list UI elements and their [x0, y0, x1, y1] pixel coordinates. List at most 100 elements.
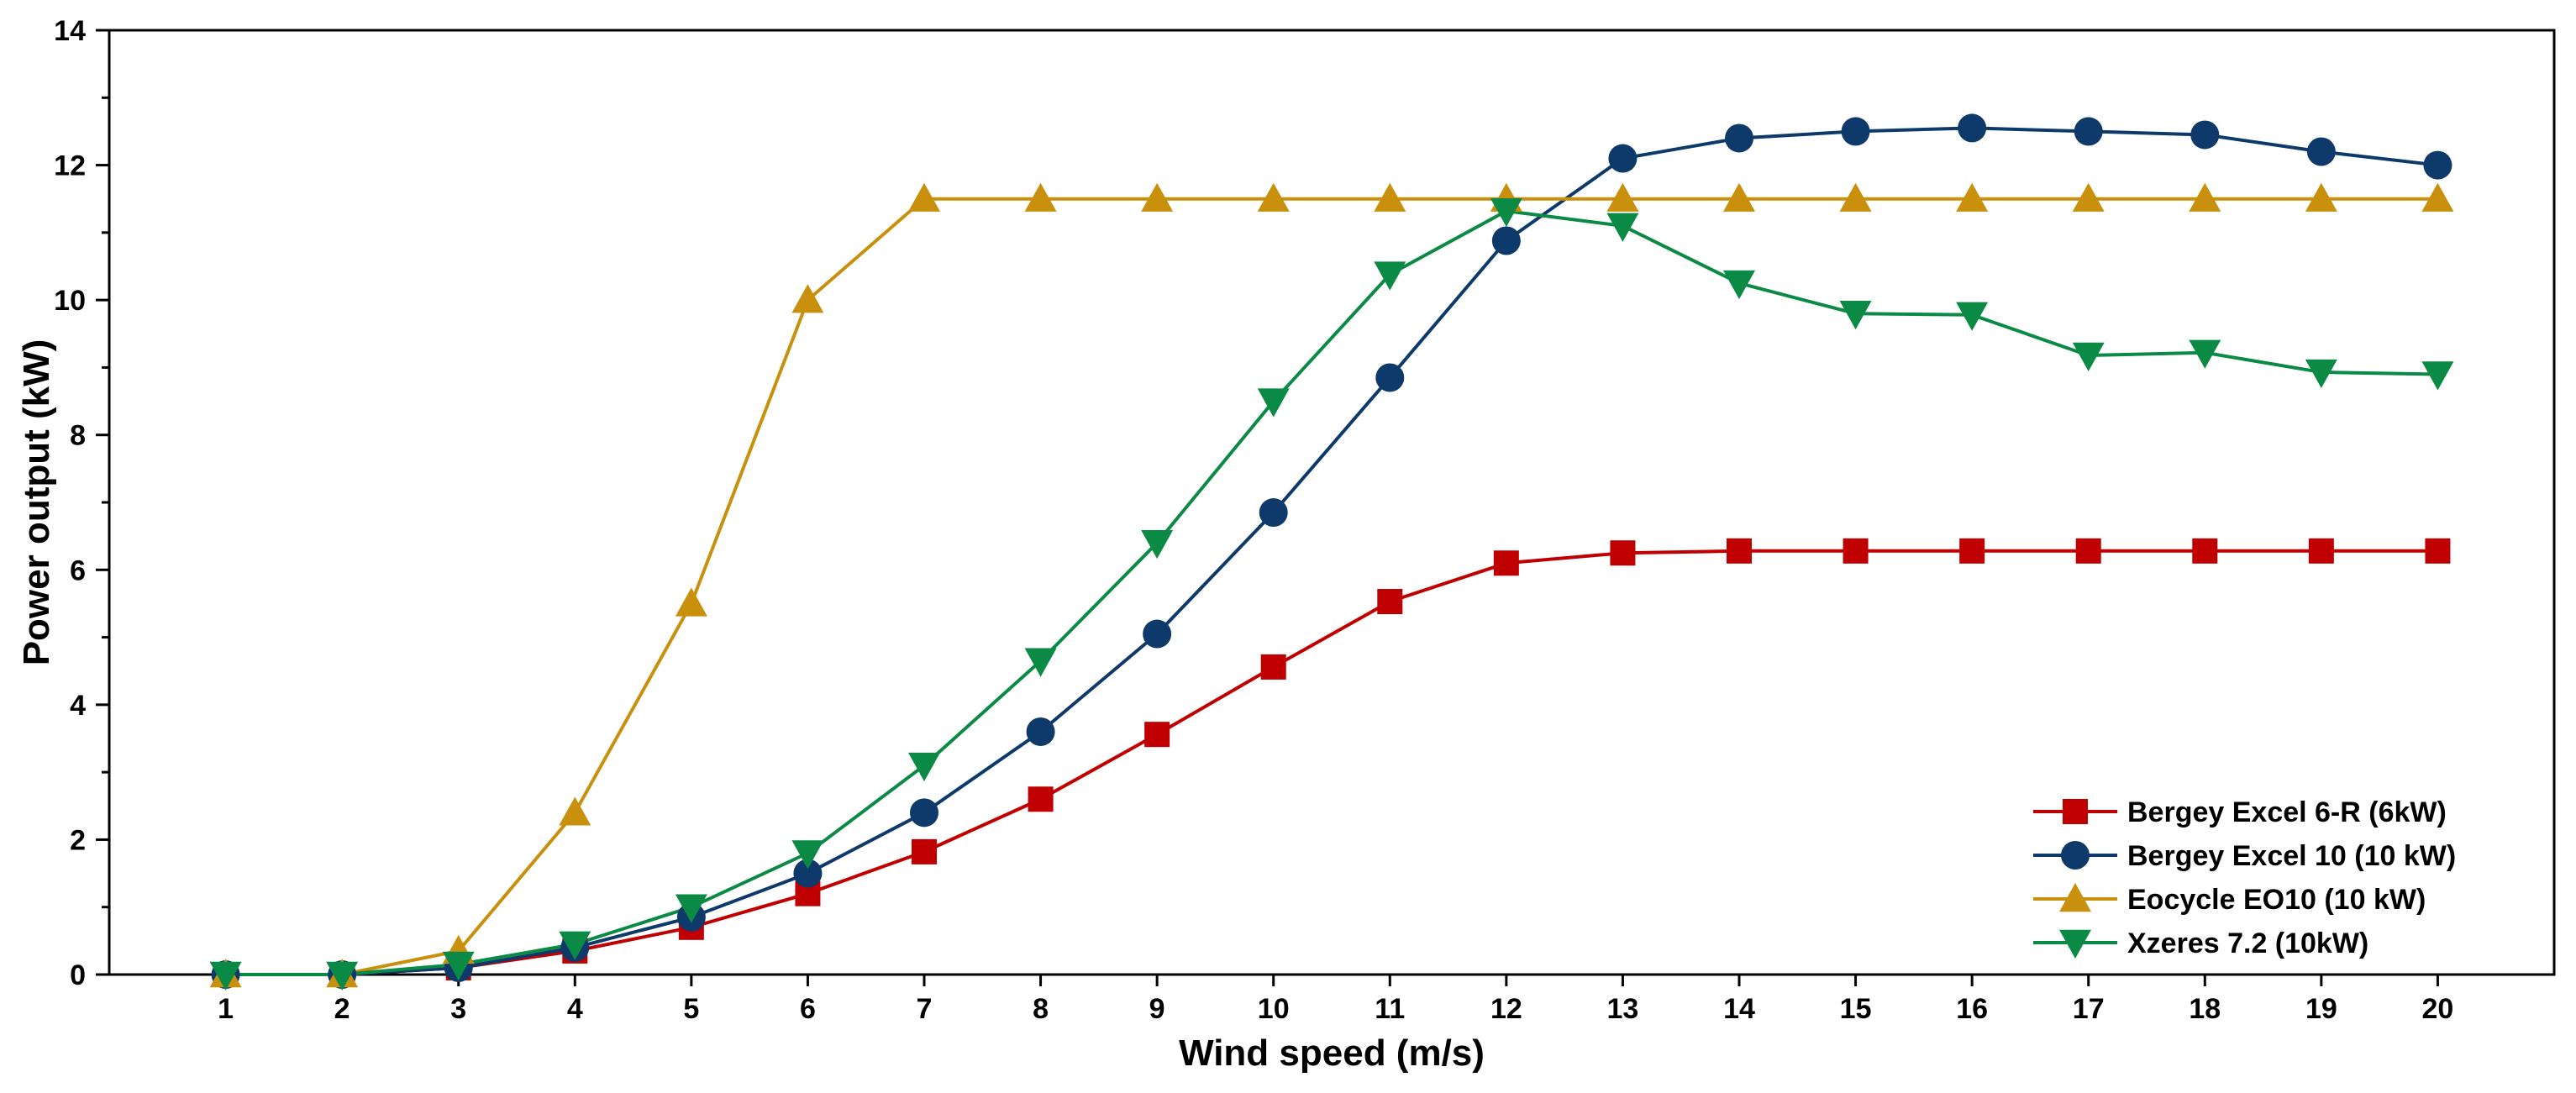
x-axis-title: Wind speed (m/s) [1179, 1033, 1485, 1074]
x-tick-label: 12 [1490, 993, 1522, 1025]
plot-frame [108, 29, 2556, 976]
x-tick-label: 15 [1840, 993, 1872, 1025]
x-tick-label: 11 [1375, 993, 1405, 1025]
series-line [225, 126, 2438, 976]
data-point [1606, 213, 1639, 242]
data-point [1493, 550, 1519, 576]
legend-entry: Xzeres 7.2 (10kW) [2033, 927, 2368, 959]
data-point [2421, 182, 2454, 212]
y-tick-label: 12 [54, 150, 86, 182]
data-point [2189, 182, 2221, 212]
data-point [1956, 302, 1989, 331]
data-point [2308, 538, 2334, 564]
series-line [225, 209, 2438, 976]
series-1 [225, 549, 2438, 976]
x-tick-label: 17 [2073, 993, 2105, 1025]
x-tick-label: 9 [1149, 993, 1165, 1025]
data-point [1377, 589, 1403, 615]
y-tick-label: 8 [70, 420, 86, 452]
legend-label: Bergey Excel 6-R (6kW) [2127, 796, 2447, 828]
data-point [2305, 359, 2337, 389]
legend-label: Xzeres 7.2 (10kW) [2127, 927, 2368, 959]
data-point [1959, 538, 1985, 564]
series-4 [225, 209, 2438, 976]
x-tick-label: 16 [1956, 993, 1988, 1025]
legend-marker [2059, 929, 2091, 959]
data-point [1144, 722, 1170, 748]
data-point [1608, 144, 1638, 173]
x-tick-label: 2 [334, 993, 350, 1025]
series-line [225, 197, 2438, 976]
data-point [442, 951, 475, 980]
x-tick-label: 13 [1607, 993, 1639, 1025]
data-point [908, 752, 940, 782]
y-axis-title: Power output (kW) [16, 339, 57, 666]
data-point [908, 182, 940, 212]
data-point [1374, 182, 1406, 212]
data-point [675, 587, 707, 617]
data-point [1839, 182, 1872, 212]
data-point [1024, 648, 1057, 677]
data-point [1374, 261, 1406, 291]
data-point [2305, 182, 2337, 212]
data-point [791, 840, 824, 870]
data-point [910, 798, 938, 828]
data-point [1028, 786, 1054, 812]
legend-marker [2061, 841, 2090, 870]
y-tick-label: 10 [54, 285, 86, 317]
data-point [2306, 137, 2336, 166]
series-3 [225, 197, 2438, 976]
y-tick-label: 2 [70, 824, 86, 856]
x-tick-label: 10 [1258, 993, 1290, 1025]
data-point [2074, 117, 2103, 146]
legend-entry: Bergey Excel 10 (10 kW) [2033, 840, 2456, 872]
data-point [1491, 226, 1521, 255]
data-point [209, 961, 242, 991]
data-point [1257, 182, 1290, 212]
series-line [225, 549, 2438, 976]
series-markers-1 [213, 538, 2451, 987]
data-point [675, 894, 707, 923]
data-point [1956, 182, 1989, 212]
data-point [1024, 182, 1057, 212]
data-point [2075, 538, 2101, 564]
legend-entry: Eocycle EO10 (10 kW) [2033, 883, 2426, 916]
legend-marker [2059, 883, 2091, 912]
data-point [1257, 388, 1290, 418]
data-point [793, 859, 823, 888]
data-point [1026, 717, 1055, 746]
y-tick-label: 6 [70, 554, 86, 586]
x-tick-label: 8 [1033, 993, 1049, 1025]
series-markers-3 [209, 182, 2454, 988]
data-point [2190, 120, 2220, 150]
x-tick-label: 19 [2305, 993, 2337, 1025]
data-point [326, 961, 359, 991]
data-point [1490, 197, 1522, 228]
data-point [559, 796, 591, 826]
x-tick-label: 5 [683, 993, 699, 1025]
data-point [2072, 182, 2105, 212]
data-point [1610, 540, 1636, 566]
data-point [1843, 538, 1869, 564]
data-point [2189, 339, 2221, 369]
y-tick-label: 0 [70, 959, 86, 991]
data-point [1259, 498, 1288, 528]
series-markers-4 [209, 197, 2454, 991]
data-point [1958, 113, 1987, 143]
data-point [2425, 538, 2451, 564]
data-point [559, 931, 591, 960]
x-tick-label: 18 [2189, 993, 2221, 1025]
legend-entry: Bergey Excel 6-R (6kW) [2033, 796, 2447, 828]
y-tick-label: 14 [54, 15, 86, 47]
x-tick-label: 3 [450, 993, 466, 1025]
data-point [1141, 182, 1174, 212]
legend-label: Eocycle EO10 (10 kW) [2127, 884, 2426, 916]
data-point [1375, 363, 1405, 392]
x-tick-label: 20 [2422, 993, 2454, 1025]
data-point [1143, 619, 1172, 649]
data-point [1839, 301, 1872, 330]
data-point [1841, 117, 1870, 146]
data-point [2423, 150, 2452, 180]
